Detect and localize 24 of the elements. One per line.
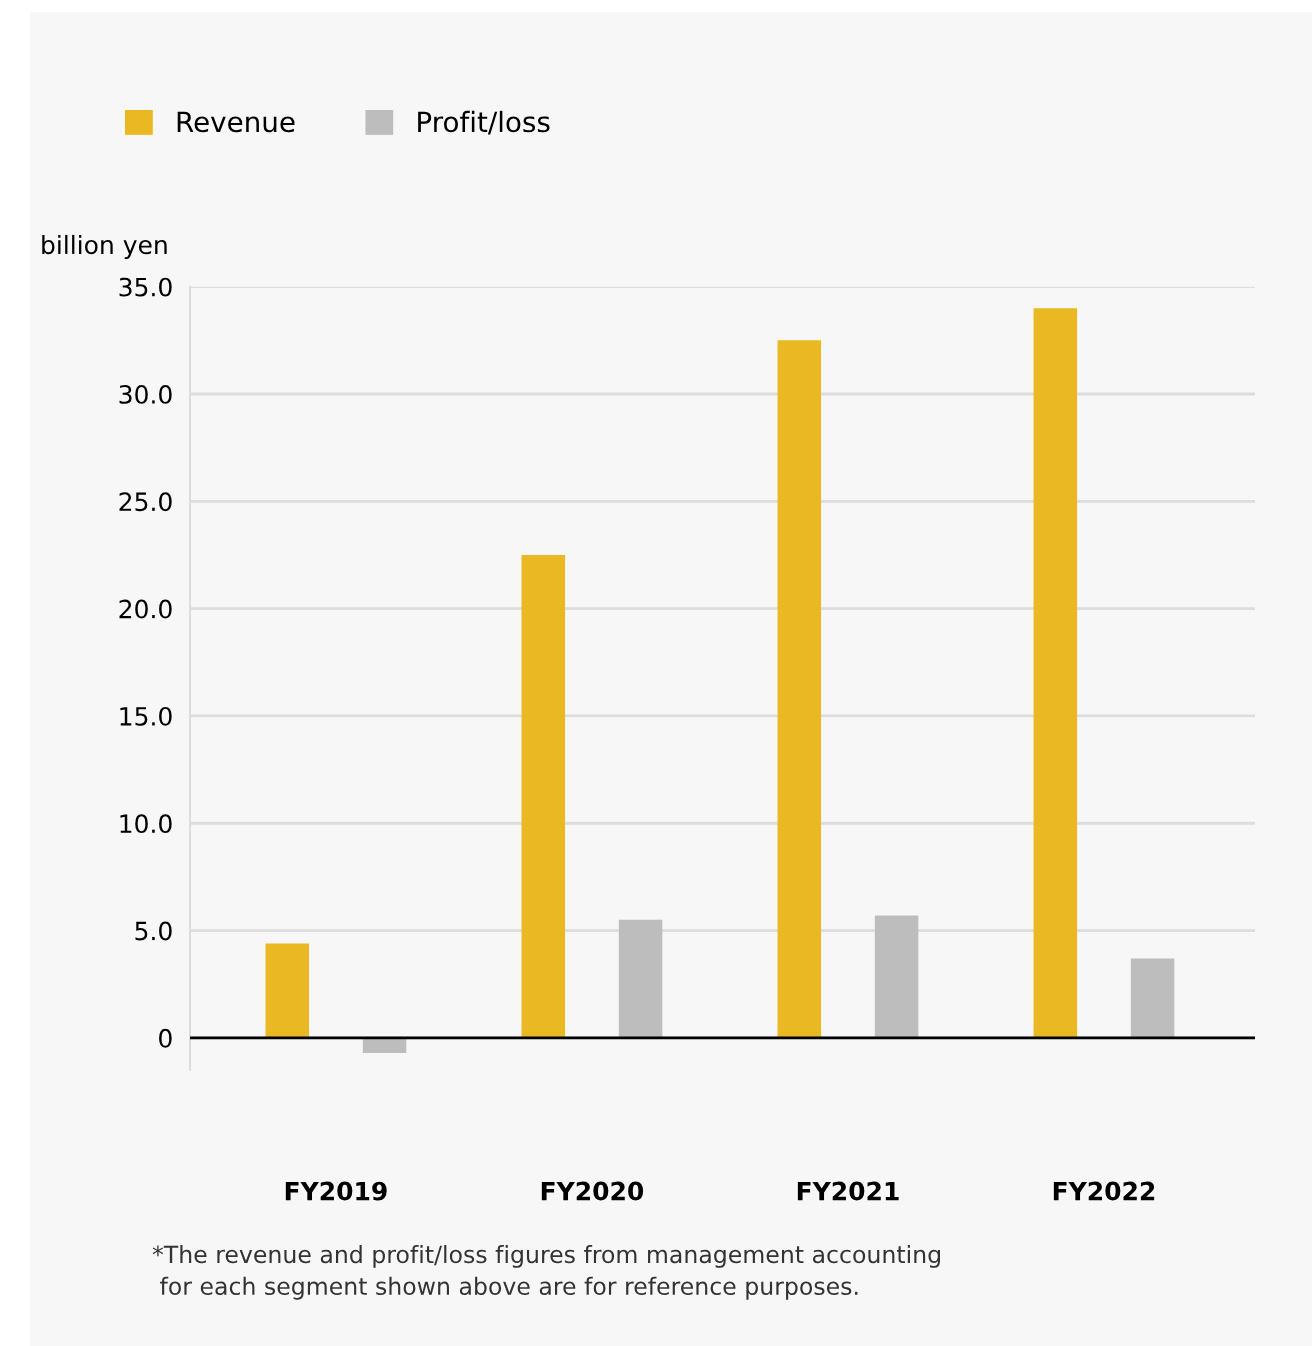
bar — [1130, 958, 1175, 1038]
y-tick-label: 20.0 — [119, 599, 172, 619]
y-tick-label: 15.0 — [120, 706, 172, 726]
legend-label: Revenue — [177, 111, 295, 133]
y-tick-label: 5.0 — [135, 921, 172, 941]
bar — [362, 1037, 407, 1053]
text: *The revenue and profit/loss figures from management accounting for each segment shown above are for reference purposes. — [152, 1245, 940, 1300]
x-tick-label: FY2020 — [541, 1181, 644, 1201]
bar — [521, 554, 566, 1038]
x-tick-label: FY2021 — [797, 1181, 899, 1201]
y-tick-label: 30.0 — [119, 384, 172, 404]
bar — [1033, 308, 1078, 1038]
bar — [777, 340, 822, 1038]
bar — [874, 915, 919, 1038]
x-tick-label: FY2022 — [1053, 1181, 1155, 1201]
y-tick-label: 0 — [159, 1028, 172, 1048]
y-tick-label: 10.0 — [120, 814, 172, 834]
bar — [265, 943, 310, 1038]
bar — [618, 919, 663, 1038]
y-tick-label: 25.0 — [119, 492, 172, 512]
y-tick-label: 35.0 — [119, 277, 172, 297]
x-tick-label: FY2019 — [285, 1181, 387, 1201]
y-axis-title: billion yen — [42, 234, 167, 260]
legend-label: Profit/loss — [418, 110, 550, 135]
